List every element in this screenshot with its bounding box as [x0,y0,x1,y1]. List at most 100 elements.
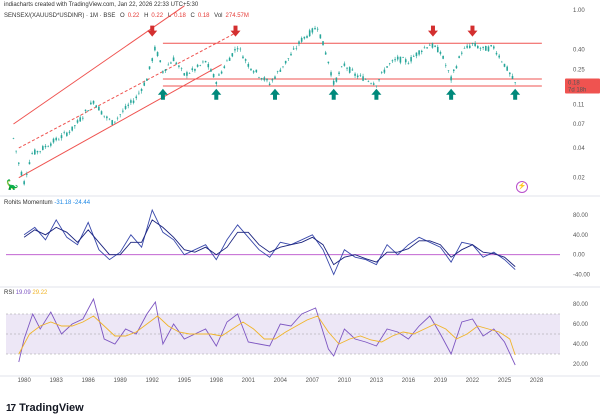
candle-body [271,79,274,81]
candle-body [172,57,175,62]
legend-close-label: C [190,13,195,19]
candle-body [511,75,514,79]
momentum-signal-line [23,219,516,267]
rsi-value-1: 19.09 [15,290,31,296]
candle-body [132,100,135,103]
candle-body [58,139,60,141]
momentum-tick-label: 40.00 [573,233,589,239]
candle-body [12,138,15,139]
candle-body [228,57,231,61]
candle-body [84,109,87,112]
candle-body [82,117,84,119]
candle-body [156,52,159,57]
price-tick-label: 0.07 [573,122,585,128]
candle-body [386,66,388,68]
lightning-icon[interactable]: ⚡ [516,181,528,193]
candle-body [348,67,351,73]
candle-body [375,85,378,87]
legend-low-value: 0.18 [174,13,186,19]
last-price-badge [565,78,600,94]
candle-body [178,65,180,67]
momentum-line [23,208,516,276]
candle-body [26,173,28,175]
candle-body [76,120,79,123]
candle-body [434,45,436,47]
candle-body [428,44,431,46]
candle-body [255,69,258,73]
candle-body [103,115,106,117]
candle-body [108,118,111,120]
candle-body [418,50,420,55]
candle-body [196,64,199,67]
legend-vol-label: Vol [214,13,223,19]
candle-body [186,72,188,76]
candle-body [426,47,428,49]
time-tick-label: 1995 [178,378,192,384]
candle-body [191,68,194,71]
candle-body [298,41,300,45]
candle-body [164,69,167,72]
header-credit: indiacharts created with TradingView.com… [4,2,199,8]
candle-body [300,37,303,42]
candle-body [242,56,244,59]
candle-body [130,100,132,103]
candle-body [501,61,503,63]
candle-body [314,27,316,30]
candle-body [471,43,474,45]
candle-body [343,63,346,66]
candle-body [477,46,479,49]
legend-high-label: H [144,13,149,19]
candle-body [482,46,484,48]
candle-body [316,28,319,30]
rsi-tick-label: 80.00 [573,302,589,308]
candle-body [162,71,164,73]
price-tick-label: 0.11 [573,103,585,109]
candle-body [111,120,114,125]
candle-body [495,52,498,55]
candle-body [493,46,495,49]
candle-body [47,146,49,148]
candle-body [68,131,71,133]
time-tick-label: 2025 [498,378,512,384]
candle-body [364,79,367,80]
legend-symbol[interactable]: SENSEX/(XAUUSD*USDINR) · 1M · BSE [4,13,116,19]
down-arrow-marker [230,25,241,37]
candle-body [119,114,122,116]
candle-body [250,68,252,71]
rsi-legend[interactable]: RSI 19.09 29.22 [4,290,47,296]
candle-body [319,34,322,39]
momentum-tick-label: -40.00 [573,273,591,279]
candle-body [140,89,143,91]
candle-body [151,58,154,62]
replay-dino-icon[interactable]: 🦕 [6,180,19,191]
candle-body [236,48,239,50]
tradingview-icon: 17 [6,402,16,414]
candle-body [36,150,39,153]
candle-body [415,52,418,57]
candle-body [509,72,511,75]
last-price-value: 0.18 [568,80,580,86]
candle-body [442,55,444,59]
up-arrow-marker [371,88,382,100]
candle-body [44,145,47,148]
momentum-legend[interactable]: Rohits Momentum -31.18 -24.44 [4,200,90,206]
candle-body [92,100,95,104]
up-arrow-marker [328,88,339,100]
candle-body [404,59,407,63]
candle-body [138,92,140,94]
candle-body [335,77,338,82]
candle-body [322,41,324,46]
candle-body [303,36,306,39]
candle-body [396,56,399,60]
candle-body [274,76,276,79]
candle-body [290,53,292,56]
candle-body [202,61,204,63]
candle-body [87,110,89,112]
candle-body [79,117,81,122]
candle-body [244,59,247,61]
candle-body [447,70,450,71]
legend-high-value: 0.22 [151,13,164,19]
candle-body [28,162,31,165]
candle-body [284,60,287,64]
